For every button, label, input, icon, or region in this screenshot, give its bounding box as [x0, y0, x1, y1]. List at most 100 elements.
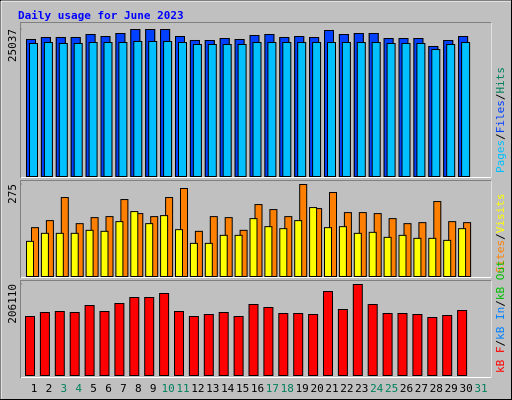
legend-entry: Visits	[494, 194, 507, 234]
bar	[413, 237, 422, 277]
bar	[54, 310, 65, 377]
bar	[188, 315, 199, 377]
x-tick-label: 3	[60, 382, 67, 395]
bar	[401, 42, 411, 177]
x-tick-label: 28	[430, 382, 443, 395]
bar	[100, 230, 109, 277]
bar	[99, 310, 110, 377]
legend: Pages/Files/Hits	[494, 67, 507, 173]
bar	[278, 312, 289, 376]
x-tick-label: 21	[325, 382, 338, 395]
bar	[175, 229, 183, 277]
bar	[178, 41, 187, 177]
x-tick-label: 1	[31, 382, 38, 395]
bar	[352, 284, 363, 376]
bar	[279, 228, 288, 278]
bar	[412, 313, 423, 377]
bar	[431, 49, 441, 177]
x-tick-label: 30	[459, 382, 472, 395]
bar	[386, 42, 396, 177]
bar	[129, 296, 140, 377]
bar	[207, 44, 217, 177]
legend-separator: /	[494, 340, 507, 347]
legend-entry: Hits	[494, 67, 507, 94]
bar	[192, 44, 202, 177]
x-tick-label: 18	[281, 382, 294, 395]
bar	[457, 309, 468, 377]
legend-entry: Files	[494, 100, 507, 133]
x-tick-label: 19	[296, 382, 309, 395]
bar	[29, 42, 38, 177]
x-tick-label: 12	[191, 382, 204, 395]
x-tick-label: 2	[46, 382, 53, 395]
y-tick-label: 275	[6, 184, 19, 204]
x-tick-label: 15	[236, 382, 249, 395]
bar	[26, 240, 34, 277]
bar	[88, 41, 98, 177]
bar	[159, 293, 170, 376]
bar	[338, 226, 347, 277]
x-tick-label: 6	[105, 382, 112, 395]
bar	[130, 211, 139, 277]
bar	[103, 41, 113, 177]
legend-entry: Pages	[494, 140, 507, 173]
bar	[84, 305, 95, 376]
bar	[252, 41, 262, 177]
bar	[312, 41, 322, 177]
legend: Sites/Visits	[494, 194, 507, 274]
bar	[353, 232, 362, 278]
y-tick-label: 206110	[6, 284, 19, 324]
x-tick-label: 23	[355, 382, 368, 395]
x-tick-label: 29	[445, 382, 458, 395]
bar	[428, 237, 437, 277]
bar	[383, 236, 392, 278]
bar	[382, 312, 393, 376]
bar	[237, 44, 247, 177]
x-tick-label: 26	[400, 382, 413, 395]
x-tick-label: 27	[415, 382, 428, 395]
bar	[133, 41, 143, 177]
bar	[442, 314, 453, 377]
bar	[174, 310, 184, 377]
bar	[397, 312, 408, 376]
bar	[427, 316, 438, 376]
x-tick-label: 9	[150, 382, 157, 395]
bar	[43, 41, 53, 177]
legend-entry: kB Out	[494, 260, 507, 300]
legend-separator: /	[494, 300, 507, 307]
bar	[234, 234, 243, 277]
bar	[446, 44, 456, 177]
bar	[294, 220, 303, 277]
bar	[163, 41, 173, 177]
bar	[327, 41, 336, 177]
bar	[40, 232, 49, 278]
x-tick-label: 10	[161, 382, 174, 395]
bar	[282, 41, 292, 177]
x-tick-label: 24	[370, 382, 384, 395]
bar	[160, 215, 169, 278]
bar	[222, 44, 232, 177]
legend-entry: Sites	[494, 240, 507, 273]
x-tick-label: 5	[90, 382, 97, 395]
legend-separator: /	[494, 233, 507, 240]
bar	[309, 207, 318, 277]
bar	[204, 242, 213, 278]
bar	[249, 218, 258, 278]
bar	[114, 303, 125, 377]
bar	[416, 42, 426, 177]
bar	[293, 312, 304, 376]
bar	[144, 296, 155, 377]
bar	[263, 307, 274, 377]
y-tick-label: 25037	[6, 29, 19, 62]
bar	[219, 234, 228, 277]
bar	[356, 41, 366, 177]
legend-separator: /	[494, 94, 507, 101]
legend-entry: kB In	[494, 307, 507, 340]
bar	[203, 313, 214, 377]
legend-separator: /	[494, 133, 507, 140]
bar	[267, 41, 277, 177]
bar	[73, 42, 83, 177]
bar	[368, 231, 377, 277]
legend-entry: kB F	[494, 347, 507, 374]
x-tick-label: 13	[206, 382, 219, 395]
